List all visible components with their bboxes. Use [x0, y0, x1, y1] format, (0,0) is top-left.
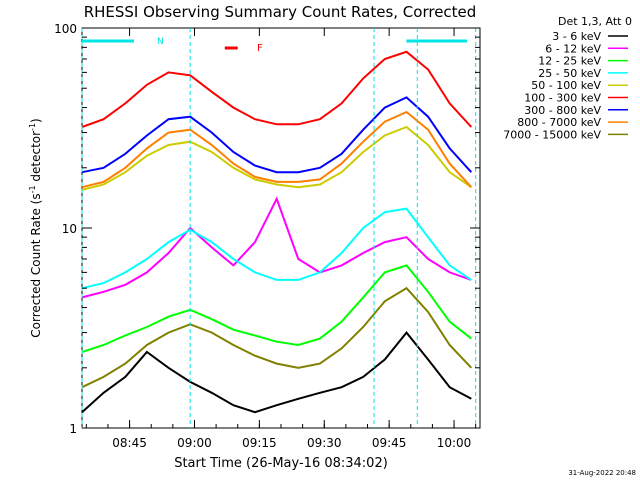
- y-axis-label-main: Corrected Count Rate (s: [29, 193, 43, 337]
- y-tick-label-2: 100: [54, 22, 77, 36]
- y-axis-label-sup-2: -1: [28, 123, 37, 131]
- legend-label-7: 800 - 7000 keV: [517, 116, 601, 129]
- series-line-8: [81, 286, 473, 389]
- x-axis-label: Start Time (26-May-16 08:34:02): [174, 456, 388, 471]
- x-tick-label-4: 09:45: [372, 436, 407, 450]
- chart-title: RHESSI Observing Summary Count Rates, Co…: [84, 3, 477, 21]
- x-tick-label-0: 08:45: [112, 436, 147, 450]
- legend-label-0: 3 - 6 keV: [552, 30, 601, 43]
- legend-label-6: 300 - 800 keV: [524, 104, 601, 117]
- y-axis-label-end: ): [29, 118, 43, 123]
- annotation-flare: F: [257, 43, 263, 54]
- series-line-5: [81, 50, 473, 128]
- x-tick-label-1: 09:00: [177, 436, 212, 450]
- legend-label-4: 50 - 100 keV: [531, 79, 601, 92]
- series-line-7: [81, 110, 473, 189]
- legend-label-2: 12 - 25 keV: [538, 55, 601, 68]
- y-axis-label-mid: detector: [29, 131, 43, 186]
- x-axis-ticks: 08:45 09:00 09:15 09:30 09:45 10:00: [85, 28, 477, 450]
- series-line-3: [81, 207, 472, 290]
- x-tick-label-3: 09:30: [307, 436, 342, 450]
- y-axis-label-sup-1: -1: [28, 185, 37, 193]
- series-line-6: [81, 96, 473, 174]
- y-axis-ticks: 1 10 100: [54, 22, 480, 436]
- timestamp: 31-Aug-2022 20:48: [568, 469, 636, 477]
- y-tick-label-1: 10: [62, 222, 77, 236]
- series-line-0: [81, 331, 472, 414]
- legend-title: Det 1,3, Att 0: [558, 15, 632, 28]
- legend-label-1: 6 - 12 keV: [545, 42, 601, 55]
- legend-label-5: 100 - 300 keV: [524, 92, 601, 105]
- legend-label-3: 25 - 50 keV: [538, 67, 601, 80]
- legend-label-8: 7000 - 15000 keV: [503, 128, 601, 141]
- x-tick-label-2: 09:15: [242, 436, 277, 450]
- series-group: [81, 50, 473, 414]
- marker-group: [81, 28, 477, 428]
- annotation-night: N: [157, 37, 164, 47]
- y-axis-label: Corrected Count Rate (s-1 detector-1): [28, 118, 43, 337]
- series-line-2: [81, 264, 472, 353]
- series-line-4: [81, 125, 472, 191]
- y-tick-label-0: 1: [69, 422, 77, 436]
- x-tick-label-5: 10:00: [437, 436, 472, 450]
- series-line-1: [81, 196, 472, 299]
